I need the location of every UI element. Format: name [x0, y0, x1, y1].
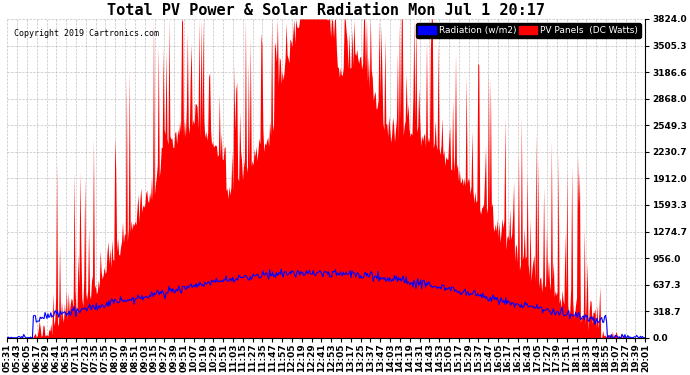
Legend: Radiation (w/m2), PV Panels  (DC Watts): Radiation (w/m2), PV Panels (DC Watts): [416, 24, 641, 38]
Title: Total PV Power & Solar Radiation Mon Jul 1 20:17: Total PV Power & Solar Radiation Mon Jul…: [107, 3, 545, 18]
Text: Copyright 2019 Cartronics.com: Copyright 2019 Cartronics.com: [14, 28, 159, 38]
